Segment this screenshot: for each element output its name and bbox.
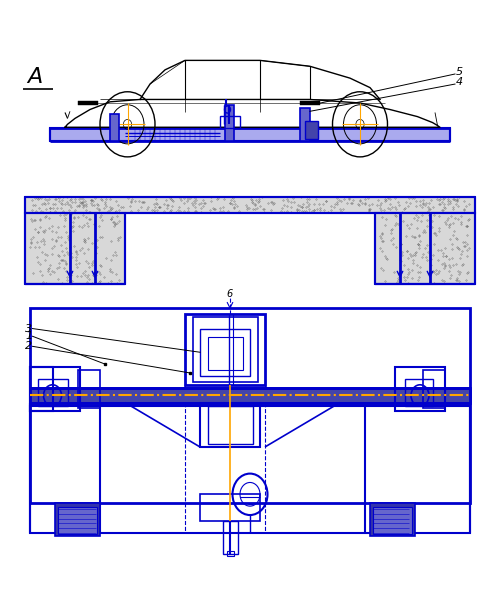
Bar: [30, 308, 470, 503]
Text: 2: 2: [25, 342, 32, 351]
Text: 5: 5: [456, 67, 463, 77]
Bar: [200, 494, 260, 521]
Bar: [208, 406, 252, 444]
Bar: [185, 314, 265, 385]
Bar: [30, 367, 52, 411]
Bar: [200, 403, 260, 447]
Bar: [300, 101, 320, 105]
Bar: [220, 116, 240, 128]
Text: 1: 1: [25, 332, 32, 341]
Text: 4: 4: [456, 78, 463, 87]
Text: A: A: [28, 67, 43, 87]
Bar: [25, 213, 125, 284]
Bar: [372, 507, 412, 534]
Bar: [78, 101, 98, 105]
Bar: [58, 507, 96, 534]
Bar: [30, 406, 470, 533]
Bar: [395, 367, 445, 411]
Bar: [30, 367, 80, 411]
Bar: [226, 551, 234, 556]
Bar: [300, 108, 310, 141]
Bar: [38, 379, 68, 406]
Bar: [405, 379, 432, 406]
Bar: [305, 121, 318, 139]
Bar: [225, 105, 234, 141]
Bar: [25, 197, 475, 213]
Bar: [78, 370, 100, 408]
Bar: [30, 388, 470, 403]
Bar: [50, 128, 450, 141]
Bar: [370, 503, 415, 536]
Text: 6: 6: [227, 289, 233, 299]
Bar: [110, 114, 119, 141]
Bar: [222, 521, 238, 554]
Bar: [422, 370, 445, 408]
Bar: [55, 503, 100, 536]
Bar: [192, 317, 258, 382]
Bar: [208, 337, 242, 370]
Bar: [200, 329, 250, 376]
Bar: [375, 213, 475, 284]
Text: 3: 3: [25, 324, 32, 333]
